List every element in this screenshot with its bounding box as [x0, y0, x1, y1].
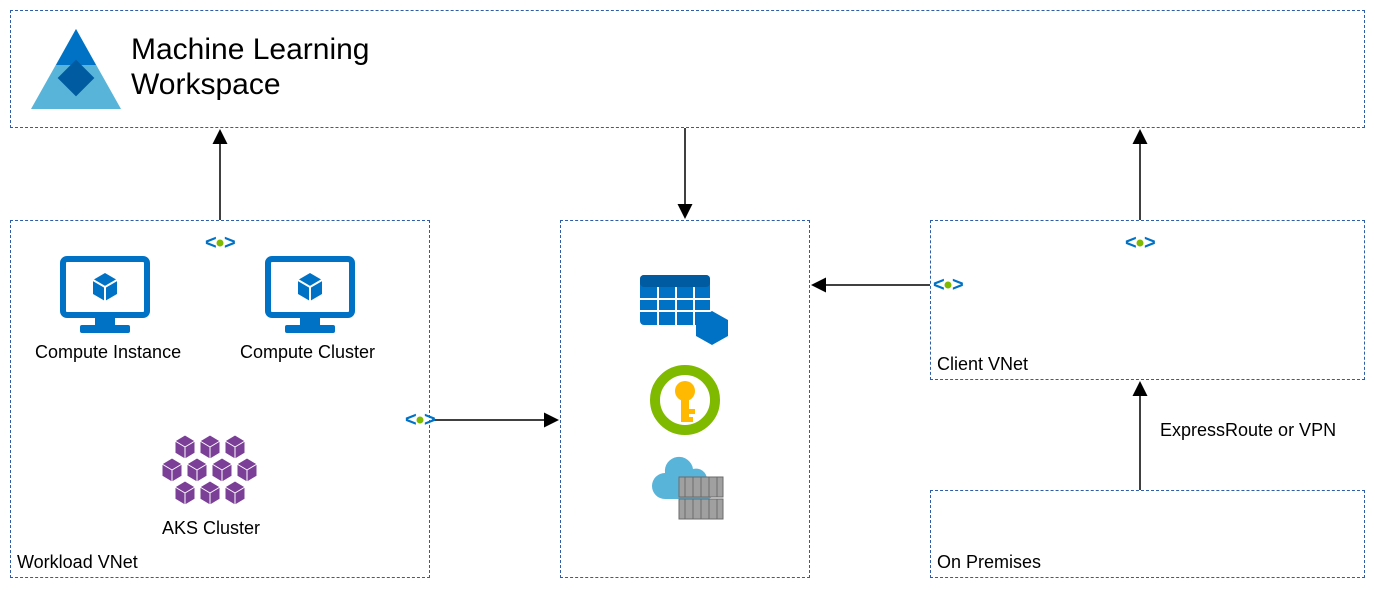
private-endpoint-icon: < >: [933, 274, 964, 296]
endpoints-layer: < > < > < > < >: [0, 0, 1375, 590]
svg-text:>: >: [952, 274, 964, 296]
svg-text:<: <: [1125, 232, 1137, 254]
svg-text:<: <: [205, 232, 217, 254]
svg-text:>: >: [424, 409, 436, 431]
svg-text:<: <: [933, 274, 945, 296]
svg-text:>: >: [224, 232, 236, 254]
svg-text:<: <: [405, 409, 417, 431]
private-endpoint-icon: < >: [205, 232, 236, 254]
svg-text:>: >: [1144, 232, 1156, 254]
diagram-canvas: Machine Learning Workspace Workload VNet…: [0, 0, 1375, 590]
private-endpoint-icon: < >: [1125, 232, 1156, 254]
private-endpoint-icon: < >: [405, 409, 436, 431]
